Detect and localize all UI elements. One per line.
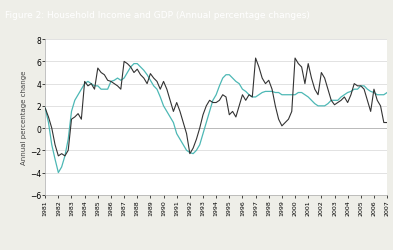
Y-axis label: Annual percentage change: Annual percentage change <box>21 70 27 164</box>
Text: Figure 2: Household Income and GDP (Annual percentage changes): Figure 2: Household Income and GDP (Annu… <box>5 11 310 20</box>
